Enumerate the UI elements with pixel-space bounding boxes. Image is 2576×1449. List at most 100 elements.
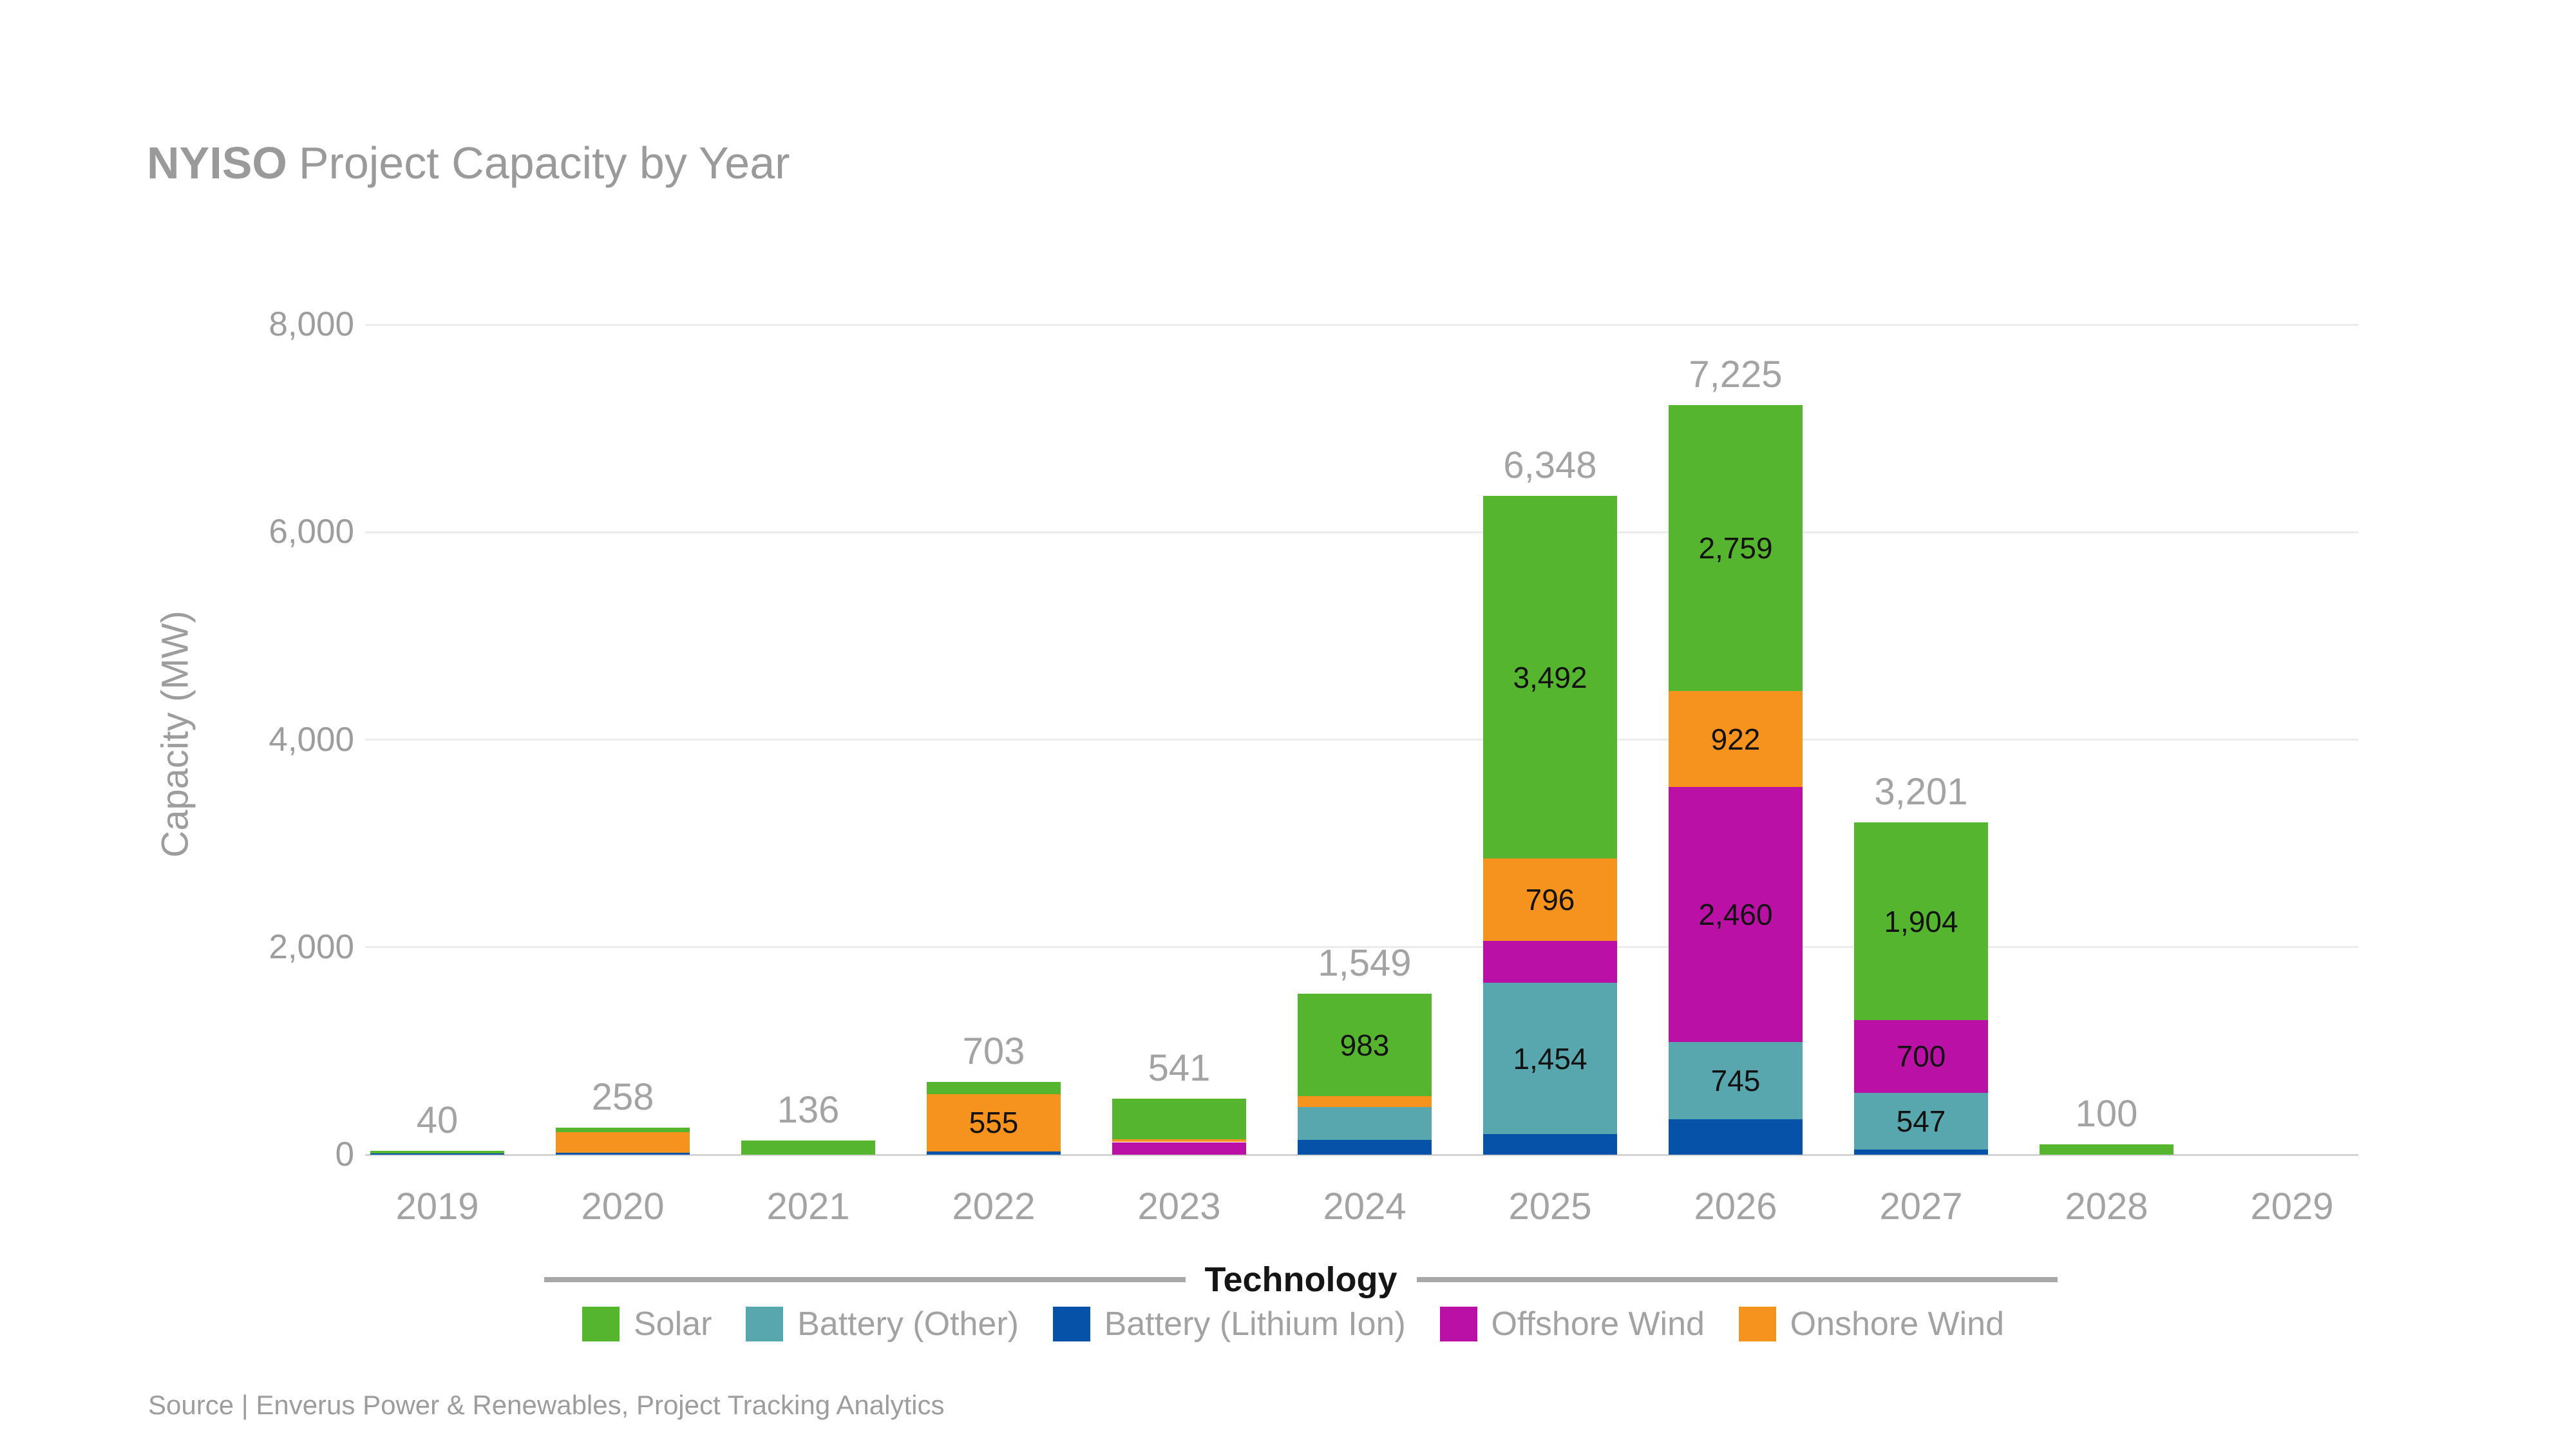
segment-value-label: 745 xyxy=(1710,1064,1761,1098)
legend-item-label: Onshore Wind xyxy=(1790,1305,2004,1343)
bar-segment-solar[interactable] xyxy=(370,1150,504,1153)
x-tick-label: 2019 xyxy=(395,1186,479,1227)
legend-swatch-icon xyxy=(1052,1307,1090,1341)
bar-segment-solar[interactable] xyxy=(2040,1144,2174,1155)
x-tick-label: 2021 xyxy=(766,1186,850,1227)
x-tick-label: 2026 xyxy=(1694,1186,1777,1227)
bar-segment-solar[interactable] xyxy=(1483,496,1617,858)
segment-value-label: 547 xyxy=(1896,1104,1946,1138)
chart-title-bold: NYISO xyxy=(147,138,287,188)
segment-value-label: 796 xyxy=(1525,882,1575,916)
bar-segment-onshore-wind[interactable] xyxy=(1483,858,1617,942)
segment-value-label: 3,492 xyxy=(1513,660,1587,694)
y-tick-label: 2,000 xyxy=(269,927,354,966)
y-tick-label: 4,000 xyxy=(269,720,354,759)
segment-value-label: 922 xyxy=(1710,722,1761,756)
legend-swatch-icon xyxy=(746,1307,784,1341)
legend-divider-line-left xyxy=(544,1277,1186,1282)
bar-total-label: 1,549 xyxy=(1318,942,1412,985)
legend-item-label: Battery (Other) xyxy=(797,1305,1019,1343)
segment-value-label: 555 xyxy=(969,1106,1019,1140)
legend-item-onshore-wind[interactable]: Onshore Wind xyxy=(1738,1305,2004,1343)
chart-title-text: Project Capacity by Year xyxy=(298,138,790,188)
bar-total-label: 100 xyxy=(2075,1092,2138,1135)
bar-segment-solar[interactable] xyxy=(556,1128,690,1133)
gridline xyxy=(365,531,2358,533)
bar-segment-battery-lithium-ion[interactable] xyxy=(1854,1149,1988,1155)
segment-value-label: 1,904 xyxy=(1884,904,1958,938)
x-tick-label: 2027 xyxy=(1879,1186,1963,1227)
bar-segment-onshore-wind[interactable] xyxy=(1298,1095,1432,1107)
bar-segment-battery-other[interactable] xyxy=(1669,1042,1803,1120)
bar-total-label: 6,348 xyxy=(1503,444,1597,487)
bar-segment-battery-other[interactable] xyxy=(1854,1092,1988,1150)
bar-segment-onshore-wind[interactable] xyxy=(1669,691,1803,787)
bar-total-label: 7,225 xyxy=(1689,353,1783,395)
bar-segment-solar[interactable] xyxy=(1112,1098,1246,1139)
gridline xyxy=(365,739,2358,741)
legend-item-solar[interactable]: Solar xyxy=(582,1305,712,1343)
bar-segment-battery-other[interactable] xyxy=(1483,983,1617,1134)
x-tick-label: 2028 xyxy=(2065,1186,2148,1227)
bar-segment-solar[interactable] xyxy=(1669,404,1803,692)
x-tick-label: 2023 xyxy=(1137,1186,1221,1227)
segment-value-label: 1,454 xyxy=(1513,1041,1587,1075)
bar-total-label: 3,201 xyxy=(1874,771,1968,813)
bar-segment-offshore-wind[interactable] xyxy=(1854,1020,1988,1093)
legend-swatch-icon xyxy=(1439,1307,1477,1341)
x-axis-line xyxy=(365,1153,2358,1156)
bar-segment-battery-lithium-ion[interactable] xyxy=(1669,1119,1803,1155)
bar-segment-solar[interactable] xyxy=(927,1081,1061,1094)
legend-item-label: Offshore Wind xyxy=(1491,1305,1705,1343)
bar-segment-battery-lithium-ion[interactable] xyxy=(1483,1133,1617,1155)
bar-total-label: 40 xyxy=(416,1099,459,1141)
legend-item-battery-lithium-ion[interactable]: Battery (Lithium Ion) xyxy=(1052,1305,1406,1343)
bar-total-label: 703 xyxy=(962,1030,1025,1072)
bar-segment-battery-other[interactable] xyxy=(1298,1106,1432,1141)
bar-segment-battery-lithium-ion[interactable] xyxy=(1298,1140,1432,1155)
legend-item-label: Battery (Lithium Ion) xyxy=(1104,1305,1406,1343)
bar-segment-solar[interactable] xyxy=(741,1141,875,1155)
bar-total-label: 136 xyxy=(777,1089,840,1132)
y-tick-label: 8,000 xyxy=(269,305,354,343)
bar-segment-offshore-wind[interactable] xyxy=(1669,786,1803,1043)
legend: Solar Battery (Other) Battery (Lithium Ion… xyxy=(582,1305,2004,1343)
bar-segment-solar[interactable] xyxy=(1854,822,1988,1021)
legend-item-offshore-wind[interactable]: Offshore Wind xyxy=(1439,1305,1705,1343)
chart-title: NYISO Project Capacity by Year xyxy=(147,140,790,185)
x-tick-label: 2020 xyxy=(581,1186,665,1227)
gridline xyxy=(365,323,2358,326)
legend-item-battery-other[interactable]: Battery (Other) xyxy=(746,1305,1019,1343)
bar-total-label: 258 xyxy=(591,1076,654,1119)
gridline xyxy=(365,946,2358,949)
legend-item-label: Solar xyxy=(634,1305,712,1343)
legend-title-row: Technology xyxy=(544,1260,2058,1300)
bar-segment-offshore-wind[interactable] xyxy=(1112,1142,1246,1155)
bar-segment-battery-lithium-ion[interactable] xyxy=(556,1152,690,1155)
x-tick-label: 2025 xyxy=(1508,1186,1592,1227)
segment-value-label: 983 xyxy=(1340,1028,1390,1062)
bar-segment-solar[interactable] xyxy=(1298,994,1432,1096)
x-tick-label: 2022 xyxy=(952,1186,1036,1227)
x-tick-label: 2024 xyxy=(1323,1186,1406,1227)
bar-segment-onshore-wind[interactable] xyxy=(556,1132,690,1153)
y-tick-label: 0 xyxy=(335,1135,354,1173)
x-tick-label: 2029 xyxy=(2250,1186,2334,1227)
legend-swatch-icon xyxy=(582,1307,620,1341)
source-note: Source | Enverus Power & Renewables, Pro… xyxy=(148,1390,945,1420)
legend-title: Technology xyxy=(1204,1260,1397,1299)
segment-value-label: 2,759 xyxy=(1698,531,1773,565)
bar-total-label: 541 xyxy=(1148,1046,1211,1089)
legend-swatch-icon xyxy=(1738,1307,1776,1341)
bar-segment-battery-lithium-ion[interactable] xyxy=(370,1153,504,1155)
legend-divider-line-right xyxy=(1416,1277,2058,1282)
bar-segment-offshore-wind[interactable] xyxy=(1483,941,1617,983)
y-tick-label: 6,000 xyxy=(269,513,354,551)
bar-segment-battery-lithium-ion[interactable] xyxy=(927,1151,1061,1155)
bar-segment-onshore-wind[interactable] xyxy=(1112,1139,1246,1142)
segment-value-label: 2,460 xyxy=(1698,898,1773,932)
segment-value-label: 700 xyxy=(1896,1039,1946,1074)
bar-segment-onshore-wind[interactable] xyxy=(927,1094,1061,1152)
